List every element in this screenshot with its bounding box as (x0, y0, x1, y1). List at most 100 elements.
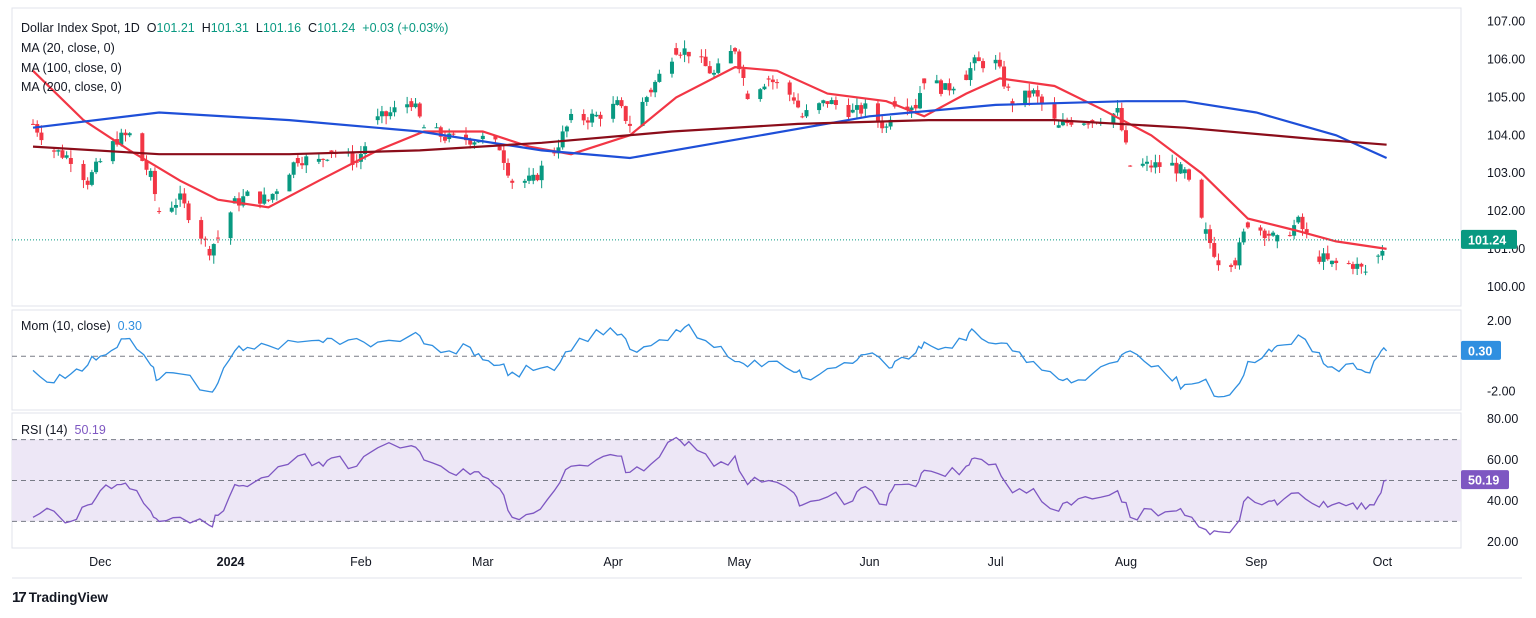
candle-down (463, 134, 468, 141)
candle-up (1376, 255, 1381, 257)
candle-down (1346, 263, 1351, 265)
candle-up (653, 81, 658, 93)
candle-down (1262, 230, 1267, 239)
candle-up (421, 127, 426, 129)
symbol-name[interactable]: Dollar Index Spot, 1D (21, 21, 140, 35)
candle-up (817, 103, 822, 111)
x-tick-label: Apr (603, 555, 622, 569)
ma100-legend[interactable]: MA (100, close, 0) (21, 61, 122, 75)
candle-down (1229, 265, 1234, 267)
candle-down (922, 78, 927, 84)
candle-down (1287, 235, 1292, 237)
candle-down (627, 123, 632, 126)
candle-up (1271, 232, 1276, 236)
ma20-line (32, 65, 1387, 250)
momentum-value: 0.30 (117, 319, 142, 333)
candle-down (1027, 90, 1032, 98)
candle-down (678, 54, 683, 56)
candle-up (1355, 263, 1360, 269)
candle-down (1035, 90, 1040, 97)
ma200-legend[interactable]: MA (200, close, 0) (21, 80, 122, 94)
price-tick-label: 107.00 (1487, 15, 1525, 29)
candle-down (1065, 121, 1070, 124)
price-tick-label: 103.00 (1487, 166, 1525, 180)
momentum-value-tag (1461, 340, 1501, 360)
candle-down (1325, 253, 1330, 260)
candle-up (1170, 162, 1175, 166)
candle-down (1304, 229, 1309, 233)
candle-up (1023, 90, 1028, 105)
candle-up (1363, 271, 1368, 273)
candle-up (325, 159, 330, 161)
candle-up (951, 88, 956, 91)
candle-down (1208, 229, 1213, 244)
candle-up (804, 110, 809, 117)
candle-down (182, 193, 187, 204)
symbol-legend: Dollar Index Spot, 1D O101.21 H101.31 L1… (21, 21, 448, 35)
candle-down (321, 158, 326, 160)
candle-down (648, 89, 653, 93)
candle-down (770, 79, 775, 83)
candle-up (1056, 125, 1061, 128)
momentum-legend[interactable]: Mom (10, close) 0.30 (21, 319, 142, 333)
ma20-legend[interactable]: MA (20, close, 0) (21, 41, 115, 55)
momentum-tick-label: 2.00 (1487, 314, 1511, 328)
candle-down (468, 139, 473, 145)
candle-up (363, 146, 368, 155)
candle-down (258, 191, 263, 204)
x-tick-label: Dec (89, 555, 111, 569)
change-value: +0.03 (+0.03%) (362, 21, 449, 35)
candle-down (52, 150, 57, 152)
candle-down (140, 133, 145, 161)
candle-down (1212, 243, 1217, 257)
candle-down (791, 97, 796, 101)
candle-down (1002, 66, 1007, 87)
candle-up (169, 207, 174, 212)
tradingview-icon: 17 (12, 589, 27, 606)
candle-down (493, 135, 498, 140)
rsi-tick-label: 20.00 (1487, 535, 1518, 549)
candle-down (1199, 179, 1204, 218)
candle-down (384, 111, 389, 117)
candle-down (1090, 120, 1095, 123)
candle-up (888, 119, 893, 127)
rsi-value: 50.19 (74, 423, 106, 437)
candle-up (232, 198, 237, 204)
candle-down (981, 61, 986, 69)
price-tick-label: 100.00 (1487, 280, 1525, 294)
candle-up (539, 165, 544, 181)
candle-down (266, 199, 271, 201)
rsi-legend[interactable]: RSI (14) 50.19 (21, 423, 106, 437)
candle-down (329, 150, 334, 154)
candle-down (186, 203, 191, 221)
candle-up (716, 63, 721, 73)
tradingview-logo[interactable]: 17 TradingView (12, 589, 108, 606)
candle-down (81, 163, 86, 181)
candle-up (472, 142, 477, 145)
candle-down (859, 105, 864, 114)
candle-down (300, 163, 305, 166)
candle-down (796, 100, 801, 108)
candle-up (669, 61, 674, 74)
candle-down (623, 106, 628, 121)
candle-down (581, 113, 586, 121)
rsi-tick-label: 40.00 (1487, 494, 1518, 508)
candle-down (674, 48, 679, 55)
candle-down (1052, 104, 1057, 119)
last-price-label: 101.24 (1468, 233, 1506, 247)
rsi-label: RSI (14) (21, 423, 68, 437)
candle-down (619, 100, 624, 107)
candle-down (737, 51, 742, 70)
candle-down (295, 158, 300, 164)
candle-up (89, 172, 94, 185)
candle-down (1216, 260, 1221, 266)
candle-down (905, 106, 910, 111)
brand-name: TradingView (28, 590, 108, 605)
candle-up (1241, 231, 1246, 243)
candle-up (1140, 163, 1145, 166)
candle-down (833, 100, 838, 105)
candle-down (1233, 260, 1238, 266)
candle-up (241, 196, 246, 206)
